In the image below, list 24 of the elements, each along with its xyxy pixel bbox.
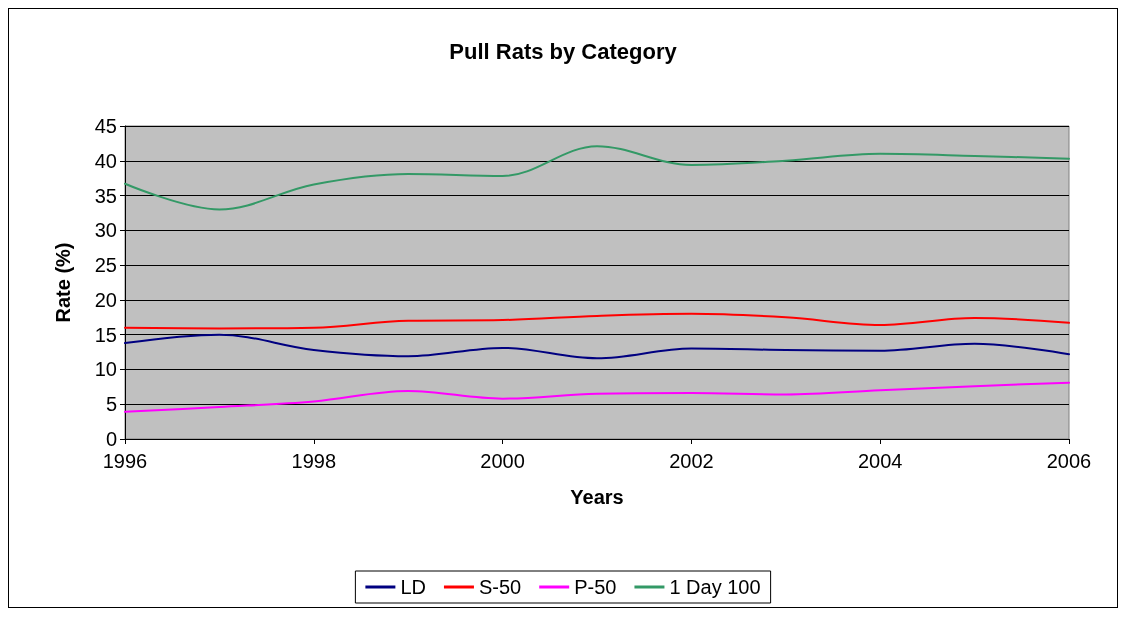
- y-tick-label: 0: [105, 428, 117, 450]
- y-tick-label: 15: [94, 323, 117, 346]
- x-tick-label: 2000: [480, 450, 525, 472]
- y-tick-label: 5: [105, 393, 117, 416]
- y-tick-label: 35: [94, 184, 117, 207]
- x-tick-label: 1998: [291, 450, 337, 472]
- y-axis-title: Rate (%): [52, 242, 74, 323]
- line-series: [124, 312, 1070, 330]
- legend-label: P-50: [574, 576, 617, 598]
- x-tick-label: 2004: [857, 450, 903, 472]
- legend-label: 1 Day 100: [669, 576, 761, 598]
- chart-title: Pull Rats by Category: [449, 38, 678, 64]
- x-tick-label: 2002: [669, 450, 714, 472]
- y-tick-label: 45: [94, 115, 117, 137]
- y-tick-label: 30: [94, 219, 117, 242]
- y-tick-label: 20: [94, 288, 117, 311]
- x-tick-label: 2006: [1046, 450, 1092, 472]
- y-tick-label: 10: [94, 358, 117, 381]
- x-axis-title: Years: [570, 486, 624, 508]
- legend-label: LD: [400, 576, 426, 598]
- legend-label: S-50: [478, 576, 522, 598]
- y-tick-label: 40: [94, 149, 117, 172]
- y-tick-label: 25: [94, 254, 117, 277]
- x-tick-label: 1996: [102, 450, 148, 472]
